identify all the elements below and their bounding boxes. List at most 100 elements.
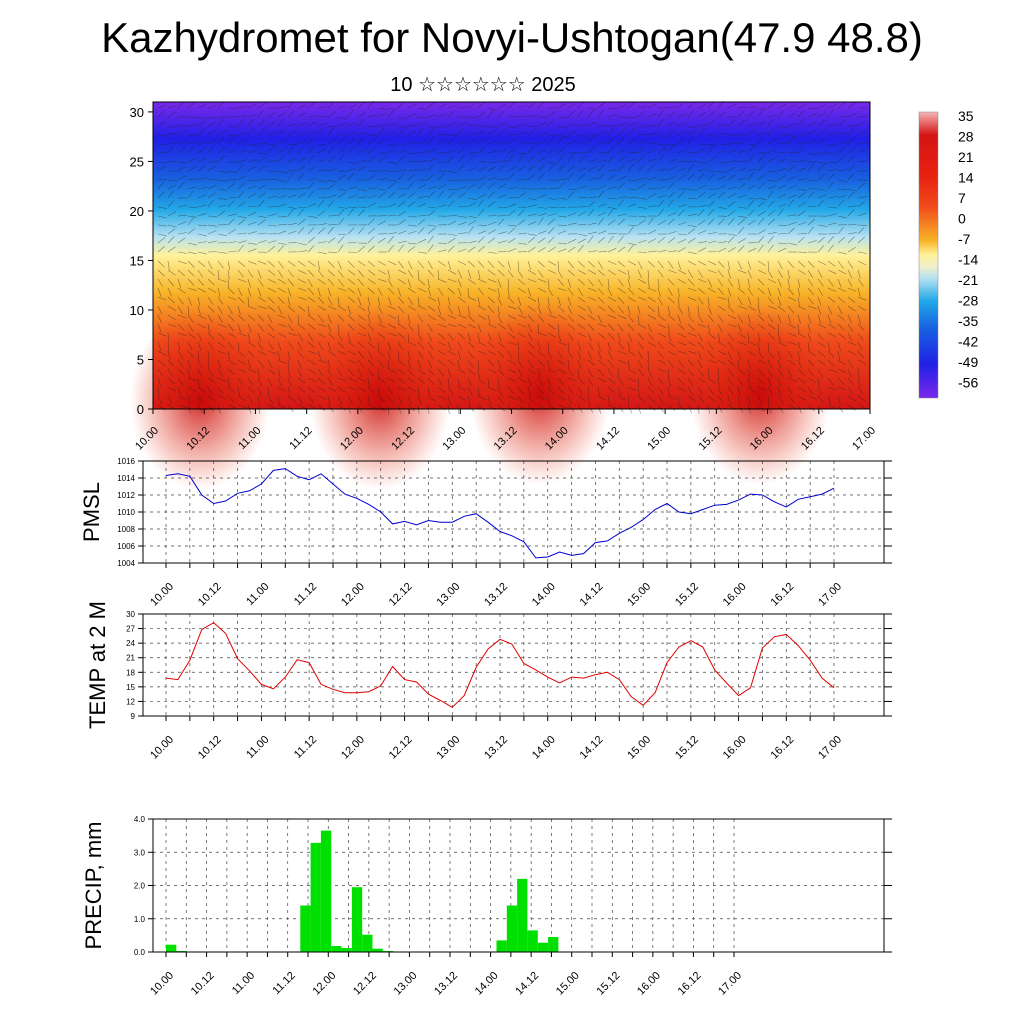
wind-barb (477, 386, 480, 396)
wind-barb (607, 107, 617, 110)
wind-barb (837, 147, 846, 154)
wind-barb (537, 164, 545, 172)
wind-barb (197, 260, 206, 267)
wind-barb (377, 237, 386, 244)
wind-barb (637, 314, 640, 324)
wind-barb (297, 104, 307, 109)
wind-barb (727, 323, 737, 328)
wind-barb (187, 386, 196, 392)
wind-barb (797, 104, 807, 109)
wind-barb (207, 395, 216, 402)
wind-barb (257, 332, 262, 342)
wind-barb (327, 226, 334, 235)
x-tick-label: 16.00 (635, 970, 663, 998)
wind-barb (307, 155, 315, 163)
wind-barb (667, 106, 677, 109)
wind-barb (687, 251, 697, 255)
wind-barb (547, 305, 552, 315)
wind-barb (747, 341, 757, 346)
wind-barb (677, 314, 681, 324)
wind-barb (237, 244, 244, 253)
wind-barb (237, 191, 245, 199)
wind-barb (827, 323, 836, 329)
wind-barb (627, 122, 637, 127)
wind-barb (197, 296, 201, 306)
wind-barb (227, 341, 234, 350)
wind-barb (677, 368, 686, 375)
wind-barb (737, 194, 747, 199)
wind-barb (507, 305, 517, 310)
wind-barb (257, 359, 264, 368)
wind-barb (397, 240, 407, 244)
wind-barb (197, 386, 206, 393)
wind-barb (257, 287, 262, 297)
x-tick-label: 11.00 (244, 581, 271, 608)
wind-barb (277, 140, 287, 145)
wind-barb (767, 269, 773, 278)
wind-barb (187, 116, 198, 118)
wind-barb (557, 242, 568, 245)
wind-barb (207, 287, 217, 293)
wind-barb (467, 154, 474, 163)
wind-barb (197, 157, 207, 163)
wind-barb (667, 278, 675, 286)
wind-barb (827, 109, 834, 118)
wind-barb (737, 305, 747, 310)
wind-barb (327, 200, 335, 208)
wind-barb (667, 296, 675, 304)
wind-barb (487, 191, 495, 199)
wind-barb (757, 296, 760, 307)
wind-barb (797, 314, 801, 324)
wind-barb (607, 287, 613, 297)
wind-barb (407, 260, 413, 270)
wind-barb (607, 341, 611, 351)
wind-barb (377, 156, 386, 163)
wind-barb (427, 260, 433, 269)
wind-barb (637, 139, 647, 145)
wind-barb (777, 395, 784, 404)
wind-barb (167, 368, 174, 377)
wind-barb (697, 161, 707, 164)
wind-barb (437, 161, 448, 163)
wind-barb (507, 203, 517, 208)
wind-barb (567, 103, 576, 109)
wind-barb (207, 404, 215, 412)
wind-barb (417, 296, 420, 306)
wind-barb (567, 278, 572, 288)
wind-barb (857, 251, 867, 254)
wind-barb (647, 278, 650, 288)
wind-barb (457, 232, 467, 235)
wind-barb (857, 377, 861, 387)
wind-barb (837, 377, 845, 385)
wind-barb (357, 368, 363, 378)
wind-barb (587, 305, 593, 315)
wind-barb (187, 296, 192, 306)
wind-barb (337, 218, 345, 226)
wind-barb (537, 156, 546, 163)
wind-barb (517, 323, 527, 328)
wind-barb (467, 132, 477, 136)
wind-barb (507, 102, 516, 109)
wind-barb (167, 386, 177, 392)
wind-barb (767, 323, 776, 330)
x-tick-label: 15.00 (645, 425, 673, 453)
wind-barb (247, 231, 257, 235)
wind-barb (707, 143, 717, 147)
wind-barb (627, 242, 637, 246)
wind-barb (667, 323, 670, 333)
wind-barb (487, 332, 492, 342)
wind-barb (657, 278, 660, 288)
wind-barb (277, 359, 287, 364)
wind-barb (817, 161, 827, 165)
wind-barb (387, 170, 398, 172)
wind-barb (597, 269, 606, 277)
wind-barb (287, 143, 298, 146)
wind-barb (227, 116, 238, 118)
wind-barb (647, 148, 657, 154)
wind-barb (857, 142, 867, 145)
wind-barb (347, 359, 357, 364)
wind-barb (677, 350, 687, 354)
wind-barb (827, 305, 832, 315)
wind-barb (187, 260, 195, 268)
wind-barb (307, 296, 316, 303)
